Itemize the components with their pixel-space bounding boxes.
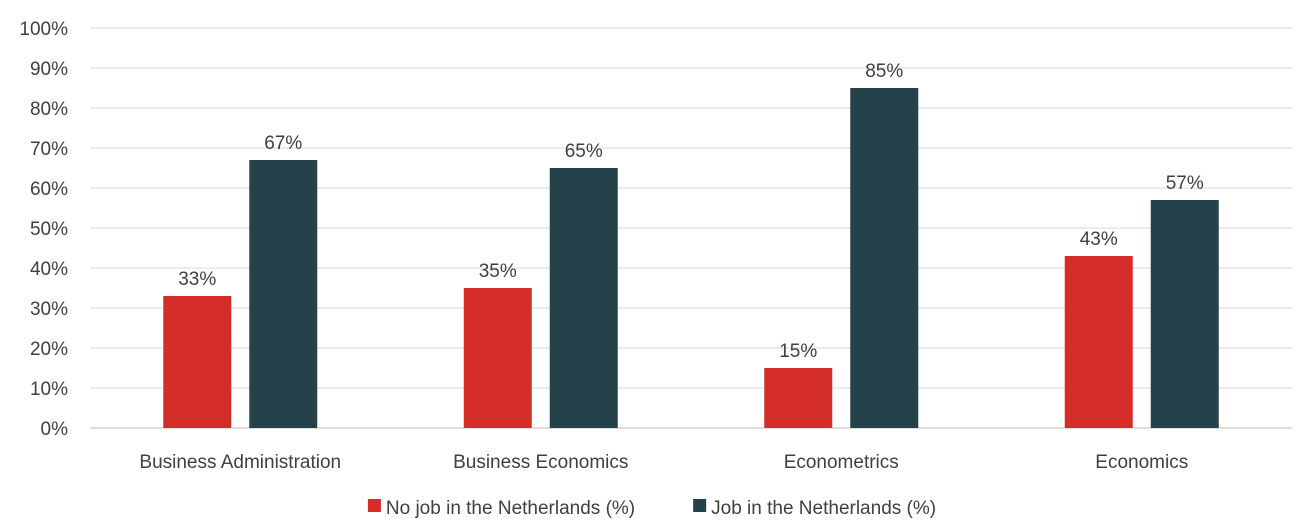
legend-item: No job in the Netherlands (%) xyxy=(367,498,635,519)
bar xyxy=(1064,256,1133,428)
legend-item: Job in the Netherlands (%) xyxy=(693,498,936,519)
data-labels: 33% 67% 35% 65% 15% 85% 43% 57% xyxy=(178,61,1204,362)
bar xyxy=(850,88,919,428)
x-category-label: Economics xyxy=(1095,452,1188,473)
data-label: 85% xyxy=(865,61,903,82)
bar xyxy=(764,368,833,428)
bar xyxy=(1150,200,1219,428)
bar xyxy=(249,160,318,428)
legend: No job in the Netherlands (%) Job in the … xyxy=(367,498,936,519)
y-tick-label: 100% xyxy=(19,19,68,40)
legend-swatch xyxy=(367,499,381,512)
legend-label: Job in the Netherlands (%) xyxy=(711,498,936,519)
data-label: 57% xyxy=(1166,173,1204,194)
y-tick-label: 70% xyxy=(30,139,68,160)
legend-label: No job in the Netherlands (%) xyxy=(386,498,635,519)
x-axis-labels: Business Administration Business Economic… xyxy=(139,452,1188,473)
y-tick-label: 10% xyxy=(30,379,68,400)
bar xyxy=(463,288,532,428)
legend-swatch xyxy=(693,499,707,512)
data-label: 15% xyxy=(779,341,817,362)
bars xyxy=(163,88,1219,428)
data-label: 35% xyxy=(479,261,517,282)
y-tick-label: 0% xyxy=(41,419,69,440)
data-label: 33% xyxy=(178,269,216,290)
y-tick-label: 90% xyxy=(30,59,68,80)
y-tick-label: 60% xyxy=(30,179,68,200)
x-category-label: Econometrics xyxy=(784,452,899,473)
y-tick-label: 40% xyxy=(30,259,68,280)
data-label: 43% xyxy=(1080,229,1118,250)
x-category-label: Business Administration xyxy=(139,452,341,473)
y-tick-label: 30% xyxy=(30,299,68,320)
bar xyxy=(549,168,618,428)
y-tick-label: 80% xyxy=(30,99,68,120)
y-tick-label: 50% xyxy=(30,219,68,240)
y-tick-label: 20% xyxy=(30,339,68,360)
y-axis-ticks: 0% 10% 20% 30% 40% 50% 60% 70% 80% 90% 100% xyxy=(19,19,68,440)
x-category-label: Business Economics xyxy=(453,452,628,473)
data-label: 67% xyxy=(264,133,302,154)
data-label: 65% xyxy=(565,141,603,162)
bar xyxy=(163,296,232,428)
